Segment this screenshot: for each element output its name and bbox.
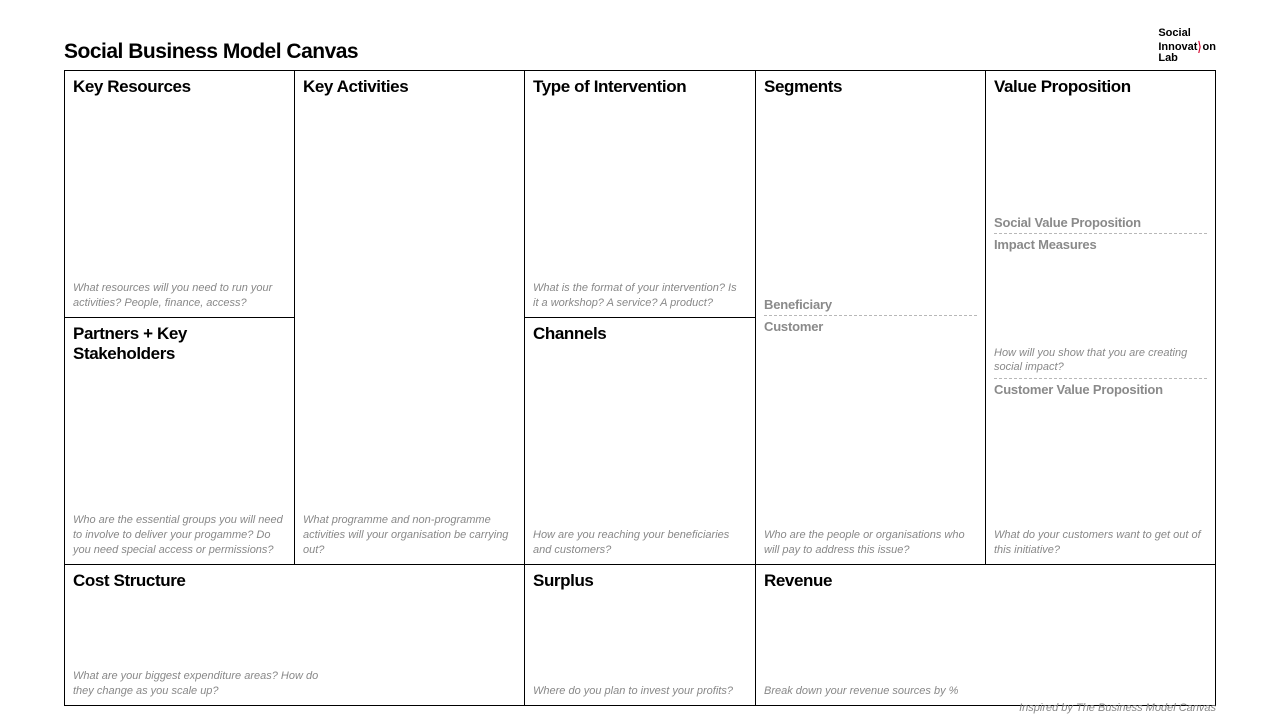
chevron-right-icon: ⟩ [1198,40,1202,53]
divider-dashed [994,233,1207,234]
cell-hint: Who are the essential groups you will ne… [73,509,283,558]
logo-text: on [1203,41,1216,53]
cell-value-proposition: Value Proposition Social Value Propositi… [985,70,1216,565]
canvas-title: Social Business Model Canvas [64,40,358,64]
cell-hint: What resources will you need to run your… [73,277,283,311]
cell-title: Segments [764,77,977,97]
divider-dashed [764,315,977,316]
cell-segments: Segments Beneficiary Customer Who are th… [755,70,986,565]
footer-attribution: Inspired by The Business Model Canvas [1019,702,1216,714]
cell-title: Surplus [533,571,747,591]
cell-surplus: Surplus Where do you plan to invest your… [524,564,756,706]
cell-title: Type of Intervention [533,77,747,97]
cell-key-resources: Key Resources What resources will you ne… [64,70,295,318]
header: Social Business Model Canvas Social Inno… [64,28,1216,64]
sub-beneficiary: Beneficiary [764,297,977,312]
cell-intervention: Type of Intervention What is the format … [524,70,756,318]
logo-line-1: Social [1158,28,1216,39]
cell-hint: What is the format of your intervention?… [533,277,743,311]
cell-revenue: Revenue Break down your revenue sources … [755,564,1216,706]
brand-logo: Social Innovat⟩on Lab [1158,28,1216,64]
cell-channels: Channels How are you reaching your benef… [524,317,756,565]
cell-title: Cost Structure [73,571,516,591]
cell-title: Partners + Key Stakeholders [73,324,286,363]
cell-hint: Break down your revenue sources by % [764,680,974,699]
cell-hint: What do your customers want to get out o… [994,524,1204,558]
cell-hint: What are your biggest expenditure areas?… [73,665,333,699]
sub-customer-value: Customer Value Proposition [994,382,1207,397]
cell-cost-structure: Cost Structure What are your biggest exp… [64,564,525,706]
cell-hint: What programme and non-programme activit… [303,509,513,558]
cell-hint: Where do you plan to invest your profits… [533,680,743,699]
cell-title: Channels [533,324,747,344]
logo-line-3: Lab [1158,53,1216,64]
cell-title: Value Proposition [994,77,1207,97]
cell-title: Key Resources [73,77,286,97]
spacer [994,97,1207,215]
cell-title: Revenue [764,571,1207,591]
cell-hint-mid: How will you show that you are creating … [994,342,1204,376]
cell-hint: How are you reaching your beneficiaries … [533,524,743,558]
sub-social-value: Social Value Proposition [994,215,1207,230]
divider-dashed [994,378,1207,379]
sub-impact-measures: Impact Measures [994,237,1207,252]
cell-partners: Partners + Key Stakeholders Who are the … [64,317,295,565]
sub-customer: Customer [764,319,977,334]
spacer [764,97,977,297]
cell-title: Key Activities [303,77,516,97]
cell-hint: Who are the people or organisations who … [764,524,974,558]
logo-line-2: Innovat⟩on [1158,39,1216,53]
canvas-grid: Key Resources What resources will you ne… [64,70,1216,706]
cell-key-activities: Key Activities What programme and non-pr… [294,70,525,565]
page: Social Business Model Canvas Social Inno… [0,0,1280,720]
